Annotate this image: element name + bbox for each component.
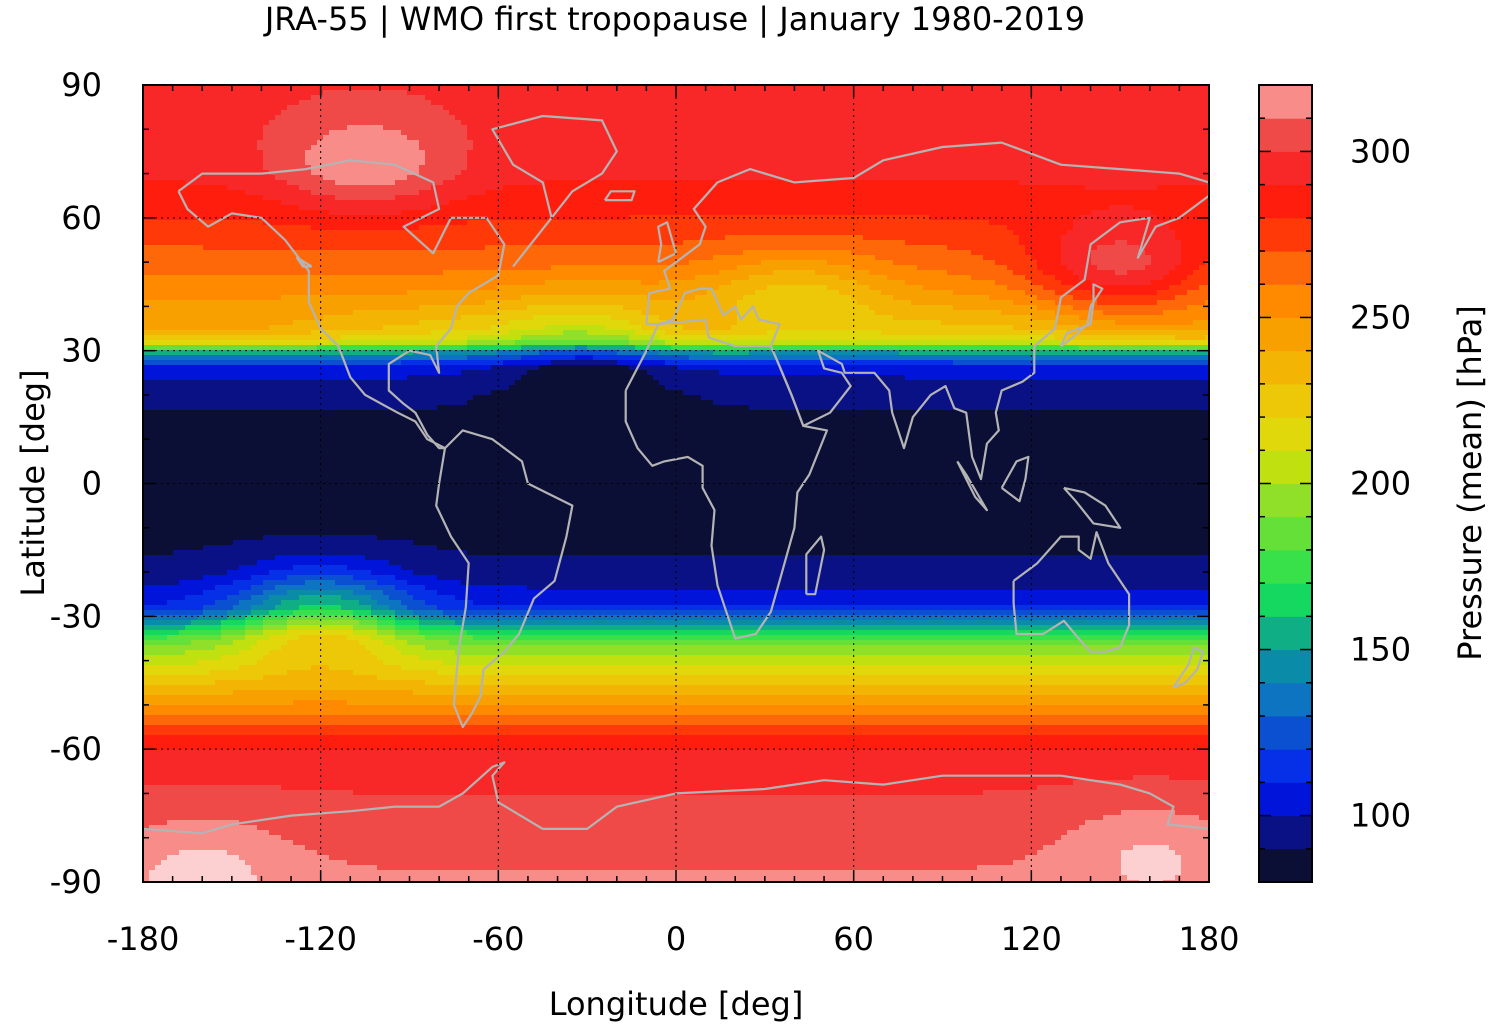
colorbar-swatch	[1259, 849, 1312, 883]
colorbar-swatch	[1259, 185, 1312, 219]
y-tick-label: -30	[50, 597, 102, 635]
colorbar-swatch	[1259, 417, 1312, 451]
colorbar-swatch	[1259, 550, 1312, 584]
colorbar-tick-label: 250	[1350, 298, 1411, 336]
colorbar-tick-label: 200	[1350, 465, 1411, 503]
colorbar-swatch	[1259, 351, 1312, 385]
x-axis-label: Longitude [deg]	[549, 985, 804, 1023]
colorbar-swatch	[1259, 484, 1312, 518]
colorbar-tick-label: 300	[1350, 132, 1411, 170]
colorbar-swatch	[1259, 650, 1312, 684]
colorbar-swatch	[1259, 616, 1312, 650]
x-tick-label: 120	[1001, 920, 1062, 958]
x-tick-label: -120	[284, 920, 357, 958]
y-tick-label: 60	[61, 199, 102, 237]
colorbar-swatch	[1259, 716, 1312, 750]
colorbar: 100 150 200 250 300	[1259, 85, 1411, 883]
y-tick-label: -90	[50, 863, 102, 901]
colorbar-swatch	[1259, 782, 1312, 816]
colorbar-swatch	[1259, 583, 1312, 617]
x-tick-label: -60	[472, 920, 524, 958]
colorbar-swatch	[1259, 118, 1312, 152]
x-tick-label: 0	[666, 920, 686, 958]
colorbar-swatch	[1259, 517, 1312, 551]
y-tick-label: 30	[61, 332, 102, 370]
colorbar-swatch	[1259, 251, 1312, 285]
colorbar-swatch	[1259, 284, 1312, 318]
y-axis-label: Latitude [deg]	[14, 369, 52, 596]
pressure-field	[143, 85, 1212, 886]
colorbar-swatch	[1259, 749, 1312, 783]
y-tick-label: 0	[82, 465, 102, 503]
y-tick-label: 90	[61, 66, 102, 104]
colorbar-swatch	[1259, 218, 1312, 252]
x-tick-label: 180	[1178, 920, 1239, 958]
chart-title: JRA-55 | WMO first tropopause | January …	[263, 0, 1085, 38]
colorbar-swatch	[1259, 450, 1312, 484]
colorbar-swatch	[1259, 683, 1312, 717]
colorbar-swatch	[1259, 85, 1312, 119]
x-tick-label: 60	[833, 920, 874, 958]
colorbar-tick-label: 100	[1350, 797, 1411, 835]
colorbar-tick-label: 150	[1350, 631, 1411, 669]
x-tick-label: -180	[107, 920, 180, 958]
colorbar-swatch	[1259, 816, 1312, 850]
y-tick-label: -60	[50, 730, 102, 768]
colorbar-swatch	[1259, 384, 1312, 418]
colorbar-swatch	[1259, 151, 1312, 185]
colorbar-swatch	[1259, 317, 1312, 351]
colorbar-label: Pressure (mean) [hPa]	[1451, 305, 1489, 660]
